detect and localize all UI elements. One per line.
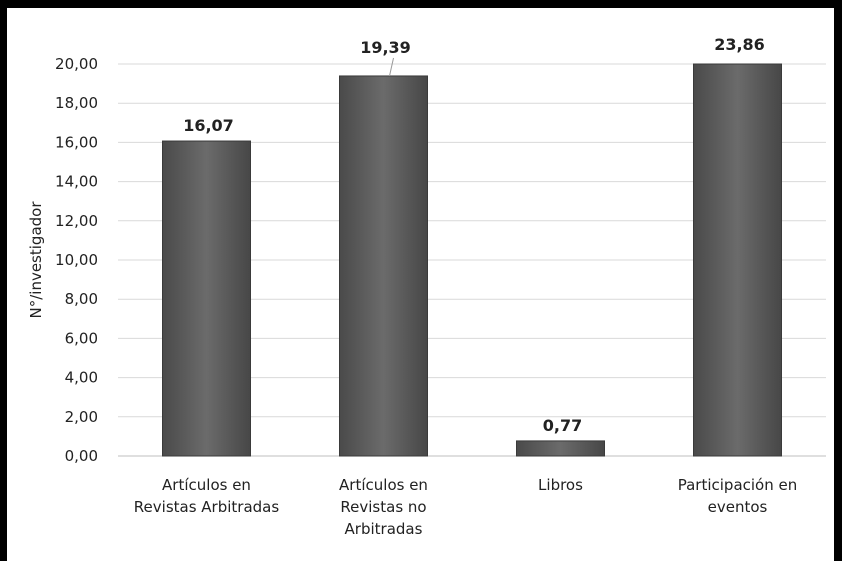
leader-line — [389, 57, 394, 77]
y-tick-label: 0,00 — [65, 447, 98, 465]
x-tick-labels: Artículos en Revistas Arbitradas Artículos… — [134, 476, 797, 538]
data-label: 19,39 — [360, 38, 411, 57]
y-tick-label: 6,00 — [65, 329, 98, 347]
y-tick-label: 2,00 — [65, 408, 98, 426]
bar — [516, 440, 605, 457]
bar — [693, 63, 782, 457]
data-label: 0,77 — [543, 416, 582, 435]
y-tick-label: 14,00 — [55, 173, 98, 191]
figure-border-right — [834, 0, 842, 561]
y-axis-label: N°/investigador — [27, 201, 45, 319]
y-tick-label: 8,00 — [65, 290, 98, 308]
x-tick-label: Participación en eventos — [678, 476, 798, 516]
data-label: 16,07 — [183, 116, 234, 135]
bar — [339, 75, 428, 457]
x-tick-label: Artículos en Revistas no Arbitradas — [339, 476, 428, 538]
data-label: 23,86 — [714, 35, 765, 54]
y-tick-label: 20,00 — [55, 55, 98, 73]
x-tick-label: Artículos en Revistas Arbitradas — [134, 476, 280, 516]
y-tick-label: 18,00 — [55, 94, 98, 112]
data-labels: 16,07 19,39 0,77 23,86 — [183, 35, 765, 435]
y-tick-label: 10,00 — [55, 251, 98, 269]
bar — [162, 140, 251, 457]
y-tick-label: 4,00 — [65, 369, 98, 387]
figure-border-top — [0, 0, 842, 8]
bars — [162, 63, 782, 457]
figure-border-left — [0, 0, 7, 561]
y-tick-label: 12,00 — [55, 212, 98, 230]
y-tick-label: 16,00 — [55, 133, 98, 151]
y-tick-labels: 0,00 2,00 4,00 6,00 8,00 10,00 12,00 14,00 16,00… — [55, 55, 98, 465]
x-tick-label: Libros — [538, 476, 583, 494]
